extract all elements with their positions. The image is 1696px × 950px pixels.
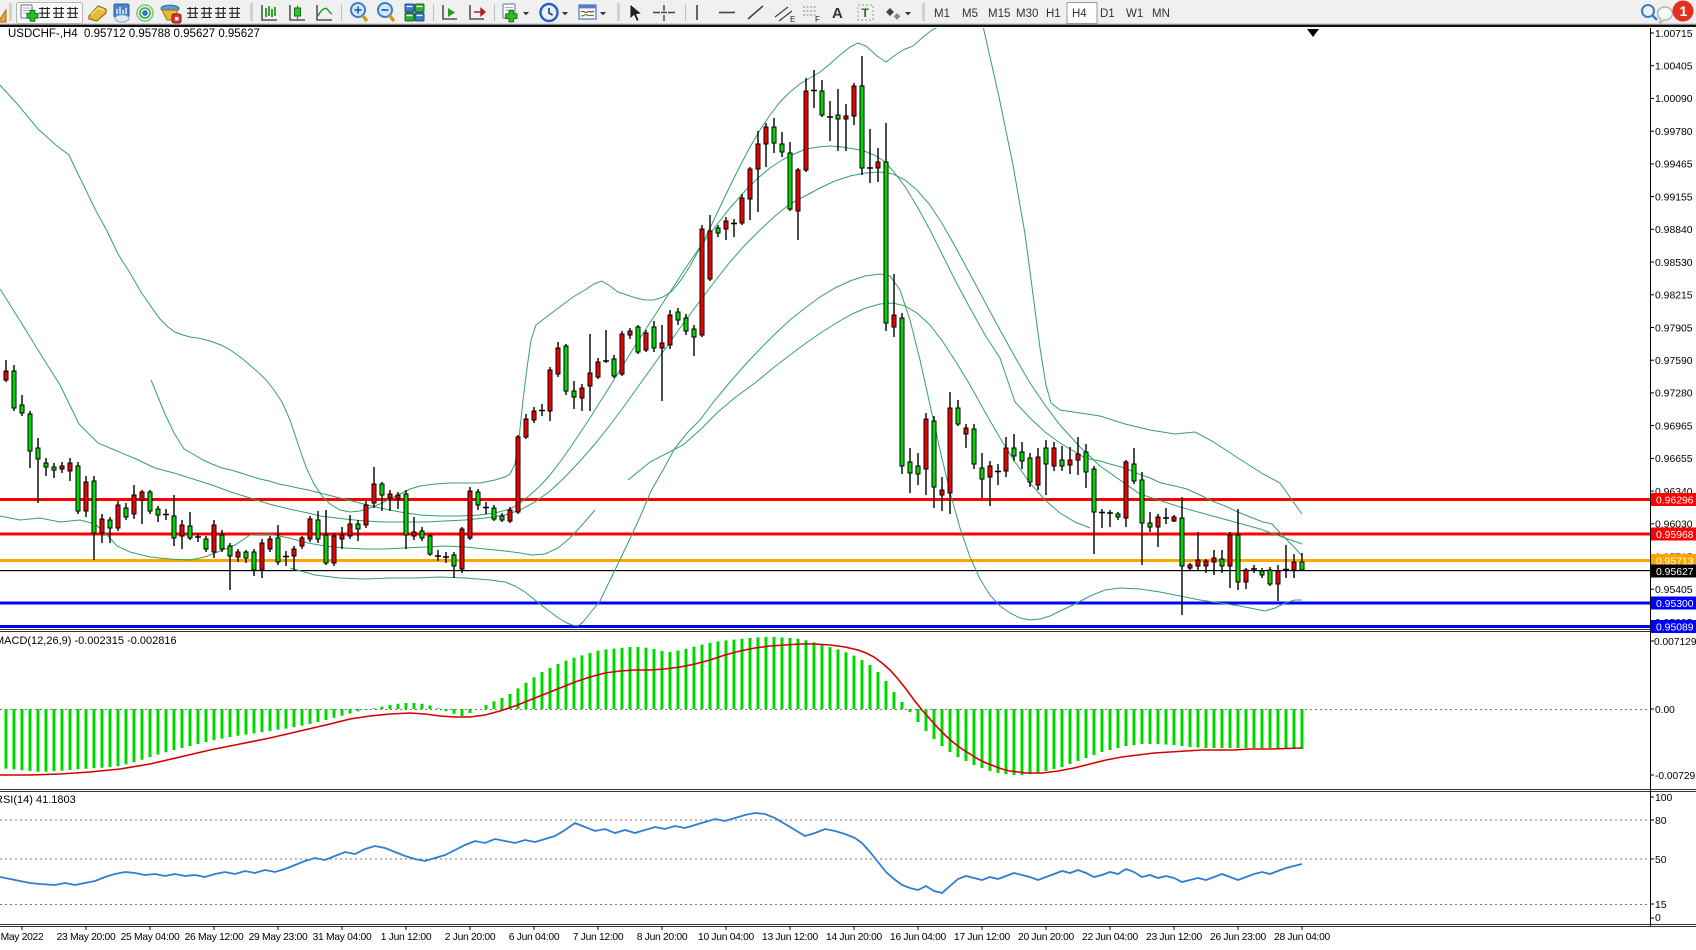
svg-text:0.98840: 0.98840 bbox=[1655, 225, 1693, 236]
svg-text:16 Jun 04:00: 16 Jun 04:00 bbox=[890, 932, 947, 943]
svg-text:F: F bbox=[815, 15, 820, 24]
svg-text:0.96030: 0.96030 bbox=[1655, 520, 1693, 531]
svg-text:May 2022: May 2022 bbox=[1, 932, 44, 943]
svg-text:M5: M5 bbox=[962, 8, 978, 20]
svg-text:T: T bbox=[862, 6, 870, 20]
svg-text:6 Jun 04:00: 6 Jun 04:00 bbox=[509, 932, 560, 943]
svg-text:25 May 04:00: 25 May 04:00 bbox=[121, 932, 180, 943]
svg-text:0.95968: 0.95968 bbox=[1656, 530, 1694, 541]
svg-text:50: 50 bbox=[1655, 855, 1667, 866]
svg-text:E: E bbox=[790, 15, 795, 24]
svg-text:1: 1 bbox=[1680, 3, 1688, 19]
svg-text:80: 80 bbox=[1655, 816, 1667, 827]
svg-text:0: 0 bbox=[1655, 913, 1661, 924]
svg-text:26 May 12:00: 26 May 12:00 bbox=[185, 932, 244, 943]
svg-text:0.99465: 0.99465 bbox=[1655, 160, 1693, 171]
svg-text:8 Jun 20:00: 8 Jun 20:00 bbox=[637, 932, 688, 943]
svg-text:22 Jun 04:00: 22 Jun 04:00 bbox=[1082, 932, 1139, 943]
svg-text:H1: H1 bbox=[1046, 8, 1061, 20]
svg-text:0.98215: 0.98215 bbox=[1655, 291, 1693, 302]
svg-text:0.97280: 0.97280 bbox=[1655, 389, 1693, 400]
svg-text:1.00715: 1.00715 bbox=[1655, 29, 1693, 40]
svg-text:2 Jun 20:00: 2 Jun 20:00 bbox=[445, 932, 496, 943]
svg-text:M30: M30 bbox=[1016, 8, 1038, 20]
svg-text:20 Jun 20:00: 20 Jun 20:00 bbox=[1018, 932, 1075, 943]
svg-text:0.95405: 0.95405 bbox=[1655, 585, 1693, 596]
svg-text:0.97590: 0.97590 bbox=[1655, 356, 1693, 367]
svg-text:A: A bbox=[832, 5, 843, 22]
svg-text:M1: M1 bbox=[934, 8, 950, 20]
svg-text:0.95627: 0.95627 bbox=[1656, 567, 1694, 578]
svg-text:10 Jun 04:00: 10 Jun 04:00 bbox=[698, 932, 755, 943]
svg-text:-0.00729: -0.00729 bbox=[1655, 771, 1696, 782]
svg-text:0.95300: 0.95300 bbox=[1656, 599, 1694, 610]
svg-text:1 Jun 12:00: 1 Jun 12:00 bbox=[381, 932, 432, 943]
svg-text:23 May 20:00: 23 May 20:00 bbox=[57, 932, 116, 943]
svg-text:W1: W1 bbox=[1126, 8, 1143, 20]
svg-text:M15: M15 bbox=[988, 8, 1010, 20]
svg-text:0.97905: 0.97905 bbox=[1655, 323, 1693, 334]
svg-text:MN: MN bbox=[1152, 8, 1170, 20]
svg-text:26 Jun 23:00: 26 Jun 23:00 bbox=[1210, 932, 1267, 943]
svg-text:13 Jun 12:00: 13 Jun 12:00 bbox=[762, 932, 819, 943]
svg-text:31 May 04:00: 31 May 04:00 bbox=[313, 932, 372, 943]
svg-text:14 Jun 20:00: 14 Jun 20:00 bbox=[826, 932, 883, 943]
svg-text:USDCHF-,H4 0.95712 0.95788 0.: USDCHF-,H4 0.95712 0.95788 0.95627 0.956… bbox=[8, 28, 260, 40]
svg-text:0.007129: 0.007129 bbox=[1654, 637, 1696, 648]
svg-text:0.00: 0.00 bbox=[1655, 705, 1675, 716]
svg-text:0.95089: 0.95089 bbox=[1656, 623, 1694, 634]
svg-text:H4: H4 bbox=[1072, 8, 1087, 20]
svg-text:0.96965: 0.96965 bbox=[1655, 421, 1693, 432]
svg-text:MACD(12,26,9) -0.002315 -0.002: MACD(12,26,9) -0.002315 -0.002816 bbox=[0, 635, 177, 647]
svg-text:29 May 23:00: 29 May 23:00 bbox=[249, 932, 308, 943]
svg-text:17 Jun 12:00: 17 Jun 12:00 bbox=[954, 932, 1011, 943]
svg-text:0.99155: 0.99155 bbox=[1655, 192, 1693, 203]
svg-text:1.00405: 1.00405 bbox=[1655, 62, 1693, 73]
svg-text:RSI(14) 41.1803: RSI(14) 41.1803 bbox=[0, 794, 76, 806]
svg-text:28 Jun 04:00: 28 Jun 04:00 bbox=[1274, 932, 1331, 943]
svg-text:23 Jun 12:00: 23 Jun 12:00 bbox=[1146, 932, 1203, 943]
svg-text:0.98530: 0.98530 bbox=[1655, 258, 1693, 269]
svg-text:100: 100 bbox=[1655, 793, 1673, 804]
svg-text:7 Jun 12:00: 7 Jun 12:00 bbox=[573, 932, 624, 943]
svg-text:0.99780: 0.99780 bbox=[1655, 127, 1693, 138]
svg-text:0.96655: 0.96655 bbox=[1655, 454, 1693, 465]
svg-text:0.96296: 0.96296 bbox=[1656, 496, 1694, 507]
svg-text:15: 15 bbox=[1655, 900, 1667, 911]
svg-text:D1: D1 bbox=[1100, 8, 1115, 20]
svg-text:0.96340: 0.96340 bbox=[1655, 487, 1693, 498]
svg-text:1.00090: 1.00090 bbox=[1655, 94, 1693, 105]
svg-text:0.95713: 0.95713 bbox=[1656, 557, 1694, 568]
